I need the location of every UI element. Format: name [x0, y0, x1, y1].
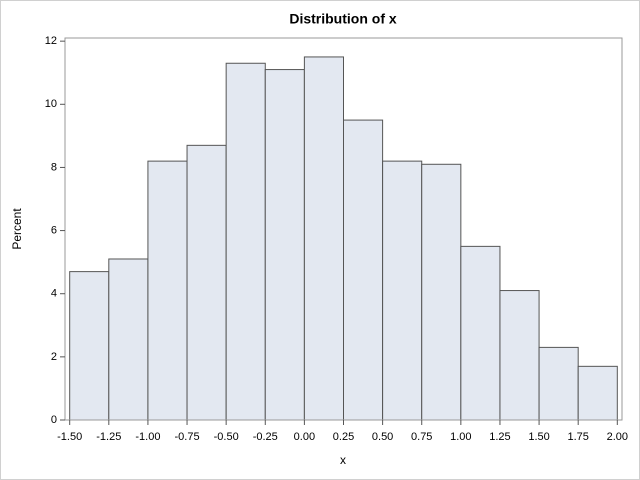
x-tick-label: 0.25 [333, 431, 354, 443]
bar [303, 56, 344, 421]
y-tick-label: 0 [51, 414, 57, 426]
bar [186, 144, 227, 421]
bar [225, 62, 266, 421]
x-tick-label: -0.75 [175, 431, 200, 443]
x-tick-label: 1.75 [567, 431, 588, 443]
x-axis-label: x [340, 453, 346, 467]
y-tick-label: 2 [51, 351, 57, 363]
bar [577, 365, 618, 421]
x-tick-label: 0.75 [411, 431, 432, 443]
y-tick-label: 10 [45, 98, 57, 110]
bar [343, 119, 384, 421]
bar [499, 290, 540, 421]
x-tick-label: 1.00 [450, 431, 471, 443]
x-tick-label: 2.00 [607, 431, 628, 443]
y-tick-label: 4 [51, 288, 57, 300]
y-axis-label: Percent [10, 208, 24, 250]
bar [421, 163, 462, 421]
y-tick-label: 8 [51, 161, 57, 173]
bar [147, 160, 188, 421]
bar [382, 160, 423, 421]
y-tick-label: 6 [51, 224, 57, 236]
bar [108, 258, 149, 421]
x-tick-label: 0.00 [294, 431, 315, 443]
bar [69, 271, 110, 421]
x-tick-label: -0.50 [214, 431, 239, 443]
bar [460, 245, 501, 421]
bar [264, 69, 305, 421]
y-tick-label: 12 [45, 35, 57, 47]
x-tick-label: 1.25 [489, 431, 510, 443]
x-tick-label: -1.00 [135, 431, 160, 443]
x-tick-label: -0.25 [253, 431, 278, 443]
x-tick-label: 0.50 [372, 431, 393, 443]
chart-title: Distribution of x [289, 11, 397, 27]
bar [538, 346, 579, 421]
x-tick-label: 1.50 [528, 431, 549, 443]
x-tick-label: -1.50 [57, 431, 82, 443]
x-tick-label: -1.25 [96, 431, 121, 443]
